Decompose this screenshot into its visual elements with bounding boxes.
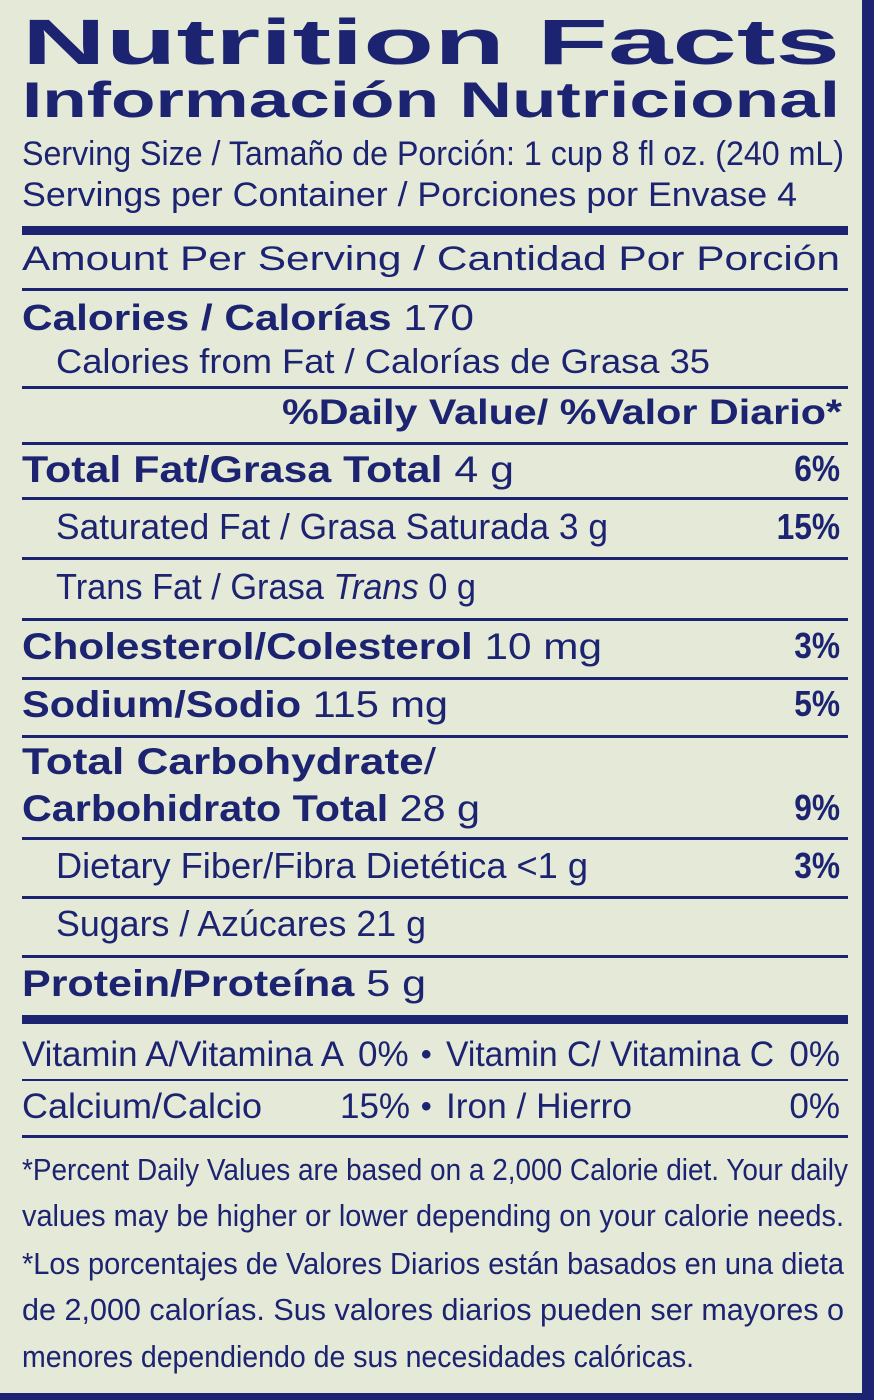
total-fat-label: Total Fat/Grasa Total — [22, 449, 443, 490]
vitamin-c-value: 0% — [789, 1035, 840, 1074]
footnote-line: *Los porcentajes de Valores Diarios está… — [22, 1246, 844, 1281]
sodium-amount: 115 mg — [312, 684, 448, 725]
rule — [22, 497, 848, 500]
rule — [22, 557, 848, 560]
thick-rule-bottom — [22, 1015, 848, 1024]
rule — [22, 1079, 848, 1081]
rule — [22, 677, 848, 680]
rule — [22, 618, 848, 621]
iron-value: 0% — [789, 1087, 840, 1126]
sodium-row: Sodium/Sodio 115 mg — [22, 686, 448, 723]
vitamin-a-label: Vitamin A/Vitamina A — [22, 1035, 344, 1074]
bullet: • — [421, 1038, 432, 1071]
rule — [22, 896, 848, 899]
total-fat-dv: 6% — [794, 448, 840, 489]
footnote-line: *Percent Daily Values are based on a 2,0… — [22, 1152, 848, 1187]
amount-per-serving: Amount Per Serving / Cantidad Por Porció… — [22, 240, 840, 278]
calories-value: 170 — [403, 297, 474, 338]
protein-row: Protein/Proteína 5 g — [22, 965, 426, 1002]
protein-label: Protein/Proteína — [22, 963, 355, 1004]
cholesterol-amount: 10 mg — [484, 626, 602, 667]
calories-label: Calories / Calorías — [22, 297, 392, 338]
total-fat-row: Total Fat/Grasa Total 4 g — [22, 451, 514, 488]
rule — [22, 955, 848, 958]
total-fat-amount: 4 g — [454, 449, 514, 490]
total-carb-label2: Carbohidrato Total — [22, 788, 389, 829]
footnote-line: de 2,000 calorías. Sus valores diarios p… — [22, 1292, 844, 1327]
title: Nutrition Facts — [22, 6, 840, 78]
rule — [22, 288, 848, 291]
protein-amount: 5 g — [366, 963, 426, 1004]
total-carb-row: Carbohidrato Total 28 g — [22, 790, 480, 827]
trans-fat-row: Trans Fat / Grasa Trans 0 g — [56, 569, 476, 605]
total-carb-amount: 28 g — [399, 788, 480, 829]
rule — [22, 442, 848, 445]
rule — [22, 837, 848, 840]
bullet: • — [421, 1090, 432, 1123]
serving-size: Serving Size / Tamaño de Porción: 1 cup … — [22, 135, 844, 173]
sodium-dv: 5% — [794, 683, 840, 724]
rule — [22, 735, 848, 738]
calories-from-fat: Calories from Fat / Calorías de Grasa 35 — [56, 343, 710, 381]
trans-fat-label: Trans Fat / Grasa — [56, 566, 324, 607]
trans-fat-italic: Trans — [333, 566, 419, 607]
cholesterol-dv: 3% — [794, 625, 840, 666]
dietary-fiber-label: Dietary Fiber/Fibra Dietética <1 g — [56, 845, 588, 886]
rule — [22, 386, 848, 389]
total-carb-label-line1: Total Carbohydrate/ — [22, 743, 436, 780]
vitamin-a-value: 0% — [358, 1035, 409, 1074]
trans-fat-amount: 0 g — [428, 566, 476, 607]
daily-value-header: %Daily Value/ %Valor Diario* — [282, 393, 842, 432]
saturated-fat-dv: 15% — [776, 506, 840, 547]
dietary-fiber-dv: 3% — [794, 845, 840, 886]
rule — [22, 1135, 848, 1138]
footnote-line: values may be higher or lower depending … — [22, 1198, 844, 1233]
sodium-label: Sodium/Sodio — [22, 684, 302, 725]
calcium-label: Calcium/Calcio — [22, 1087, 262, 1126]
footnote-line: menores dependiendo de sus necesidades c… — [22, 1339, 694, 1374]
servings-per-container: Servings per Container / Porciones por E… — [22, 176, 797, 214]
vitamin-c-label: Vitamin C/ Vitamina C — [446, 1035, 774, 1074]
total-carb-label1: Total Carbohydrate — [22, 741, 424, 782]
iron-label: Iron / Hierro — [446, 1087, 632, 1126]
thick-rule-top — [22, 226, 848, 235]
cholesterol-label: Cholesterol/Colesterol — [22, 626, 473, 667]
saturated-fat-label: Saturated Fat / Grasa Saturada 3 g — [56, 506, 608, 547]
calories-row: Calories / Calorías 170 — [22, 300, 474, 336]
total-carb-slash: / — [423, 741, 436, 782]
label-bottom-border — [0, 1393, 874, 1400]
total-carb-dv: 9% — [794, 787, 840, 828]
sugars-label: Sugars / Azúcares 21 g — [56, 903, 426, 944]
cholesterol-row: Cholesterol/Colesterol 10 mg — [22, 628, 602, 665]
title-spanish: Información Nutricional — [22, 72, 840, 128]
calcium-value: 15% — [340, 1087, 411, 1126]
label-right-border — [862, 0, 874, 1400]
